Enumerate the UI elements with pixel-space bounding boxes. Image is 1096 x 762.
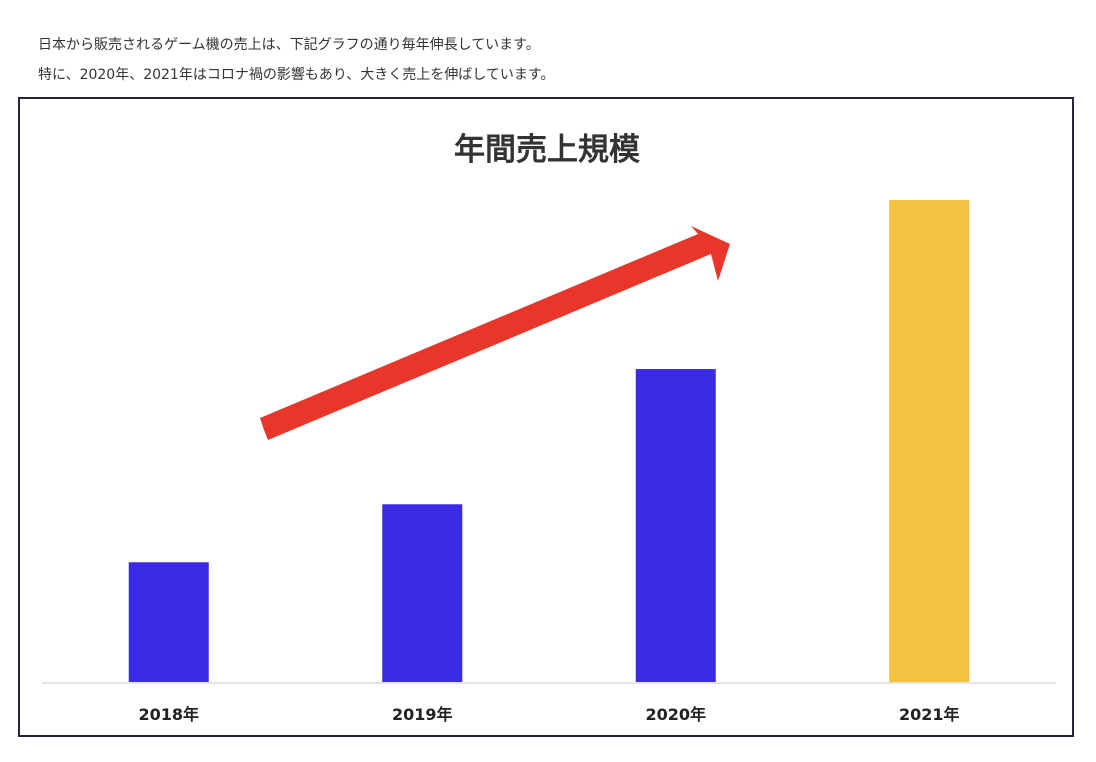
chart-title: 年間売上規模 [454,132,640,168]
intro-text: 日本から販売されるゲーム機の売上は、下記グラフの通り毎年伸長しています。 特に、… [38,30,554,90]
bars-layer [128,200,970,683]
x-tick-label-1: 2018年 [138,705,199,724]
bar-4 [889,200,970,683]
sales-chart-svg: 年間売上規模 2018年 2019年 2020年 2021年 [42,132,1056,724]
sales-chart: 年間売上規模 2018年 2019年 2020年 2021年 [18,97,1074,737]
x-tick-label-3: 2020年 [645,705,706,724]
intro-line-1: 日本から販売されるゲーム機の売上は、下記グラフの通り毎年伸長しています。 [38,37,540,53]
x-tick-labels: 2018年 2019年 2020年 2021年 [138,705,959,724]
x-tick-label-2: 2019年 [392,705,453,724]
intro-line-2: 特に、2020年、2021年はコロナ禍の影響もあり、大きく売上を伸ばしています。 [38,67,555,83]
bar-3 [635,369,716,683]
bar-2 [382,504,463,683]
bar-1 [128,562,209,683]
trend-arrow [260,226,730,440]
x-tick-label-4: 2021年 [899,705,960,724]
